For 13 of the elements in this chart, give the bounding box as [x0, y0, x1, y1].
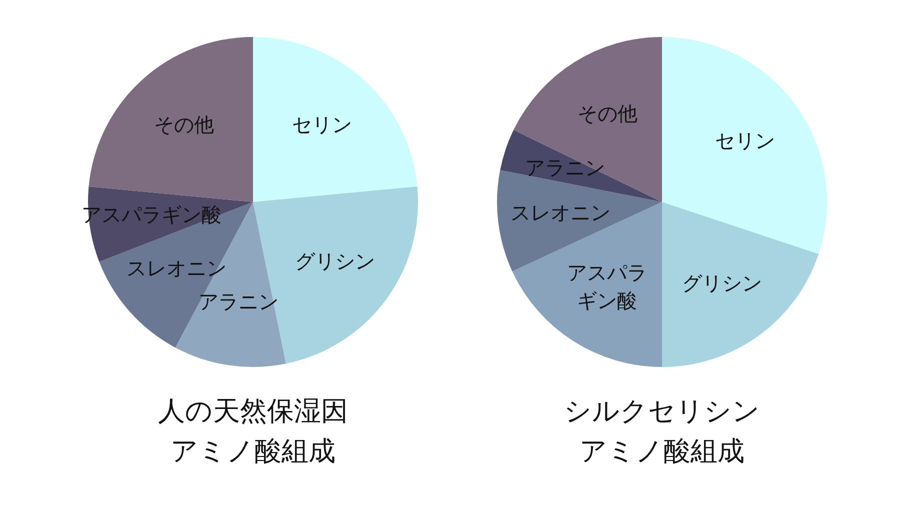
text: 人の天然保湿因アミノ酸組成 — [157, 395, 349, 469]
slice-label: グリシン — [682, 271, 762, 296]
slice-label: セリン — [292, 112, 352, 137]
slice-label: グリシン — [295, 249, 376, 274]
slice-label: アラニン — [198, 289, 278, 314]
slice-label: その他 — [154, 112, 214, 137]
slice-label: その他 — [578, 101, 638, 126]
slice-label: スレオニン — [126, 256, 226, 280]
slice-label: アラニン — [525, 156, 606, 180]
slice-label: スレオニン — [510, 200, 610, 224]
slice-label: アスパラギン酸 — [566, 260, 647, 312]
text: シルクセリシンアミノ酸組成 — [563, 395, 761, 469]
slice-label: セリン — [714, 128, 775, 152]
